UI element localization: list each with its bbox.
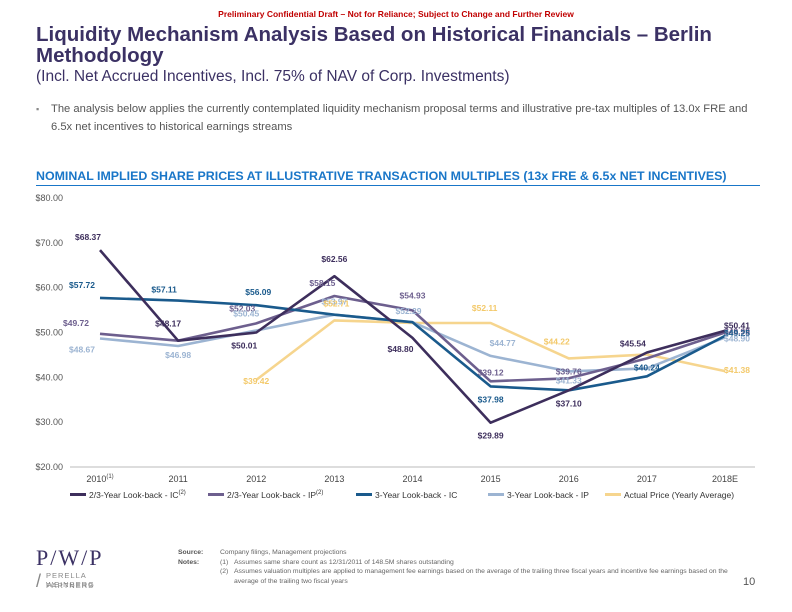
- x-tick-label: 2015: [481, 474, 501, 484]
- note-2-text: Assumes valuation multiples are applied …: [234, 568, 728, 585]
- data-label: $52.71: [323, 298, 349, 308]
- legend-superscript: (2): [178, 490, 186, 497]
- note-2-number: (2): [220, 568, 229, 575]
- data-label: $39.42: [243, 376, 269, 386]
- series-line-4: [255, 319, 726, 381]
- x-tick-label: 2014: [402, 474, 422, 484]
- page-subtitle: (Incl. Net Accrued Incentives, Incl. 75%…: [36, 68, 510, 85]
- pwp-logo: P/W/P / PERELLA WEINBERG PARTNERS: [36, 545, 104, 591]
- legend-item: 3-Year Look-back - IC: [356, 490, 457, 500]
- source-text: Company filings, Management projections: [220, 549, 347, 556]
- y-tick-label: $40.00: [35, 372, 63, 382]
- legend-label: 2/3-Year Look-back - IP: [227, 490, 316, 500]
- data-label: $57.11: [151, 285, 177, 295]
- legend-item: 3-Year Look-back - IP: [488, 490, 589, 500]
- y-tick-label: $50.00: [35, 328, 63, 338]
- data-label: $41.38: [724, 365, 750, 375]
- x-tick-label: 2017: [637, 474, 657, 484]
- legend-label: 2/3-Year Look-back - IC: [89, 490, 179, 500]
- logo-slash-icon: /: [36, 571, 42, 591]
- legend-swatch: [70, 493, 86, 497]
- data-label: $50.01: [231, 340, 257, 350]
- data-label: $48.80: [388, 344, 414, 354]
- data-label: $39.76: [556, 366, 582, 376]
- legend-label: 3-Year Look-back - IC: [375, 490, 458, 500]
- legend-label: Actual Price (Yearly Average): [624, 490, 735, 500]
- y-tick-label: $80.00: [35, 193, 63, 203]
- x-tick-label: 2013: [324, 474, 344, 484]
- note-1-number: (1): [220, 558, 229, 566]
- x-tick-label: 2012: [246, 474, 266, 484]
- x-tick-label: 2016: [559, 474, 579, 484]
- data-label: $52.03: [229, 303, 255, 313]
- data-label: $39.12: [478, 367, 504, 377]
- data-label: $37.10: [556, 398, 582, 408]
- y-tick-label: $70.00: [35, 238, 63, 248]
- y-tick-label: $60.00: [35, 283, 63, 293]
- data-label: $41.33: [556, 375, 582, 385]
- source-key: Source:: [178, 549, 204, 556]
- data-label: $49.72: [63, 318, 89, 328]
- data-label: $52.29: [396, 306, 422, 316]
- data-label: $58.15: [309, 278, 335, 288]
- share-price-line-chart: $20.00 $30.00 $40.00 $50.00 $60.00 $70.00 $80.…: [35, 193, 755, 484]
- series-line-2: [99, 296, 726, 392]
- legend-superscript: (2): [315, 490, 324, 497]
- summary-bullet: ▪ The analysis below applies the current…: [36, 100, 756, 136]
- logo-line-1: PERELLA WEINBERG: [46, 571, 95, 589]
- data-label: $45.54: [620, 338, 646, 348]
- page-number: 10: [743, 576, 756, 588]
- data-label: $49.99: [724, 327, 750, 337]
- source-row: Source: Company filings, Management proj…: [178, 548, 738, 558]
- draft-notice: Preliminary Confidential Draft – Not for…: [218, 9, 574, 19]
- data-label: $46.98: [165, 350, 191, 360]
- chart-legend: 2/3-Year Look-back - IC(2) 2/3-Year Look-…: [70, 490, 770, 504]
- data-label: $68.37: [75, 232, 101, 242]
- legend-item: 2/3-Year Look-back - IP(2): [208, 490, 323, 500]
- data-label: $62.56: [321, 254, 347, 264]
- data-label: $48.90: [724, 333, 750, 343]
- data-label: $37.98: [478, 394, 504, 404]
- data-label: $48.17: [155, 319, 181, 329]
- note-row-1: Notes: (1) Assumes same share count as 1…: [178, 558, 738, 568]
- data-label: $50.41: [724, 321, 750, 331]
- chart-section-title: NOMINAL IMPLIED SHARE PRICES AT ILLUSTRA…: [36, 169, 760, 186]
- data-label: $57.72: [69, 280, 95, 290]
- data-label: $48.67: [69, 344, 95, 354]
- bullet-icon: ▪: [36, 104, 40, 114]
- y-tick-label: $20.00: [35, 462, 63, 472]
- data-label: $29.89: [478, 431, 504, 441]
- x-tick-label: 2010(1): [86, 474, 113, 484]
- legend-label: 3-Year Look-back - IP: [507, 490, 589, 500]
- notes-key: Notes:: [178, 558, 200, 566]
- logo-mark: P/W/P: [36, 545, 104, 570]
- page-title: Liquidity Mechanism Analysis Based on Hi…: [36, 23, 712, 67]
- note-row-2: (2) Assumes valuation multiples are appl…: [178, 567, 738, 586]
- legend-swatch: [605, 493, 621, 497]
- footnotes: Source: Company filings, Management proj…: [178, 548, 738, 586]
- legend-swatch: [356, 493, 372, 497]
- summary-bullet-text: The analysis below applies the currently…: [51, 103, 748, 133]
- series-line-0: [99, 249, 726, 424]
- data-label: $49.25: [724, 328, 750, 338]
- data-label: $44.22: [544, 336, 570, 346]
- data-label: $50.45: [233, 308, 259, 318]
- note-1-text: Assumes same share count as 12/31/2011 o…: [234, 558, 454, 566]
- data-label: $53.97: [321, 297, 347, 307]
- legend-item: 2/3-Year Look-back - IC(2): [70, 490, 186, 500]
- data-label: $40.24: [634, 362, 660, 372]
- data-label: $52.11: [472, 303, 498, 313]
- legend-item: Actual Price (Yearly Average): [605, 490, 734, 500]
- data-label: $54.93: [400, 290, 426, 300]
- x-tick-label: 2018E: [712, 474, 738, 484]
- data-label: $44.77: [490, 338, 516, 348]
- legend-swatch: [208, 493, 224, 497]
- y-tick-label: $30.00: [35, 417, 63, 427]
- data-label: $56.09: [245, 287, 271, 297]
- x-tick-label: 2011: [168, 474, 187, 484]
- logo-line-2: PARTNERS: [46, 581, 95, 590]
- legend-swatch: [488, 493, 504, 497]
